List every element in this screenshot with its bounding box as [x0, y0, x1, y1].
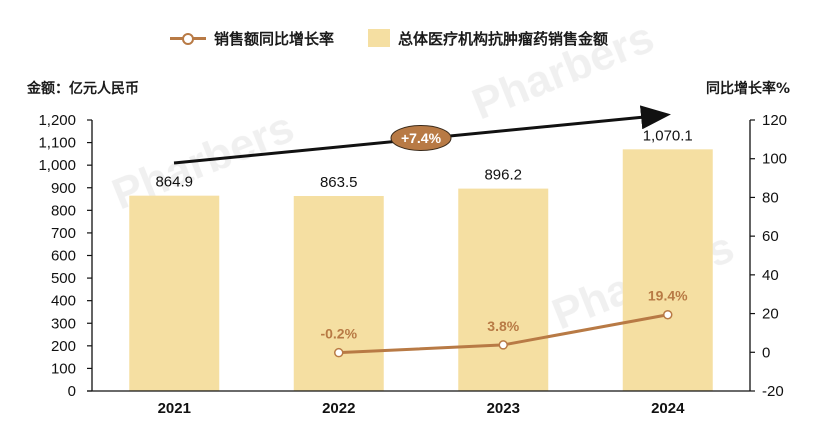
- legend-item-growth-rate: 销售额同比增长率: [170, 28, 334, 49]
- right-tick-label: -20: [762, 383, 784, 400]
- x-tick-label: 2024: [651, 400, 685, 417]
- left-tick-label: 500: [51, 270, 76, 287]
- growth-rate-marker: [498, 340, 508, 350]
- bar-swatch-icon: [368, 29, 391, 47]
- left-tick-label: 600: [51, 248, 76, 265]
- bar-value-label: 864.9: [155, 174, 193, 191]
- growth-rate-marker: [334, 347, 344, 358]
- right-tick-label: 80: [762, 189, 779, 206]
- legend-item-sales-amount: 总体医疗机构抗肿瘤药销售金额: [344, 28, 608, 49]
- growth-rate-label: 3.8%: [487, 318, 519, 334]
- right-tick-label: 40: [762, 267, 779, 284]
- bar-value-label: 863.5: [320, 174, 358, 191]
- left-tick-label: 1,000: [38, 157, 76, 174]
- bar-2023: [458, 188, 549, 391]
- bar-2021: [129, 195, 220, 391]
- left-tick-label: 1,200: [38, 112, 76, 129]
- left-axis-title: 金额：亿元人民币: [27, 81, 139, 97]
- right-tick-label: 100: [762, 151, 787, 168]
- bar-value-label: 896.2: [484, 167, 522, 184]
- x-tick-label: 2021: [158, 400, 191, 417]
- legend-label-growth-rate: 销售额同比增长率: [214, 29, 335, 48]
- growth-rate-label: 19.4%: [648, 288, 688, 304]
- cagr-label: +7.4%: [401, 130, 442, 146]
- right-tick-label: 120: [762, 112, 787, 129]
- x-tick-label: 2023: [487, 400, 520, 417]
- right-axis-title: 同比增长率%: [706, 81, 791, 97]
- legend-label-sales-amount: 总体医疗机构抗肿瘤药销售金额: [398, 29, 609, 48]
- left-tick-label: 300: [51, 315, 76, 332]
- left-tick-label: 100: [51, 360, 76, 377]
- left-tick-label: 800: [51, 202, 76, 219]
- bar-value-label: 1,070.1: [643, 127, 693, 144]
- left-tick-label: 400: [51, 293, 76, 310]
- left-tick-label: 0: [68, 383, 76, 400]
- growth-rate-label: -0.2%: [320, 326, 357, 342]
- right-tick-label: 60: [762, 228, 779, 245]
- right-tick-label: 20: [762, 306, 779, 323]
- left-tick-label: 1,100: [38, 135, 76, 152]
- x-tick-label: 2022: [322, 400, 355, 417]
- cagr-badge: [390, 125, 452, 151]
- line-marker-icon: [170, 31, 206, 45]
- growth-rate-marker: [663, 309, 673, 320]
- bar-2022: [293, 195, 384, 391]
- left-tick-label: 900: [51, 180, 76, 197]
- bar-2024: [622, 149, 713, 391]
- left-tick-label: 700: [51, 225, 76, 242]
- right-tick-label: 0: [762, 344, 770, 361]
- legend: 销售额同比增长率 总体医疗机构抗肿瘤药销售金额: [170, 26, 608, 50]
- left-tick-label: 200: [51, 338, 76, 355]
- watermark-text: Pharbers: [465, 12, 660, 129]
